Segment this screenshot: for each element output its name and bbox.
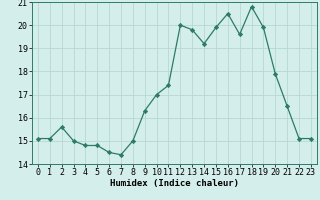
X-axis label: Humidex (Indice chaleur): Humidex (Indice chaleur) [110, 179, 239, 188]
